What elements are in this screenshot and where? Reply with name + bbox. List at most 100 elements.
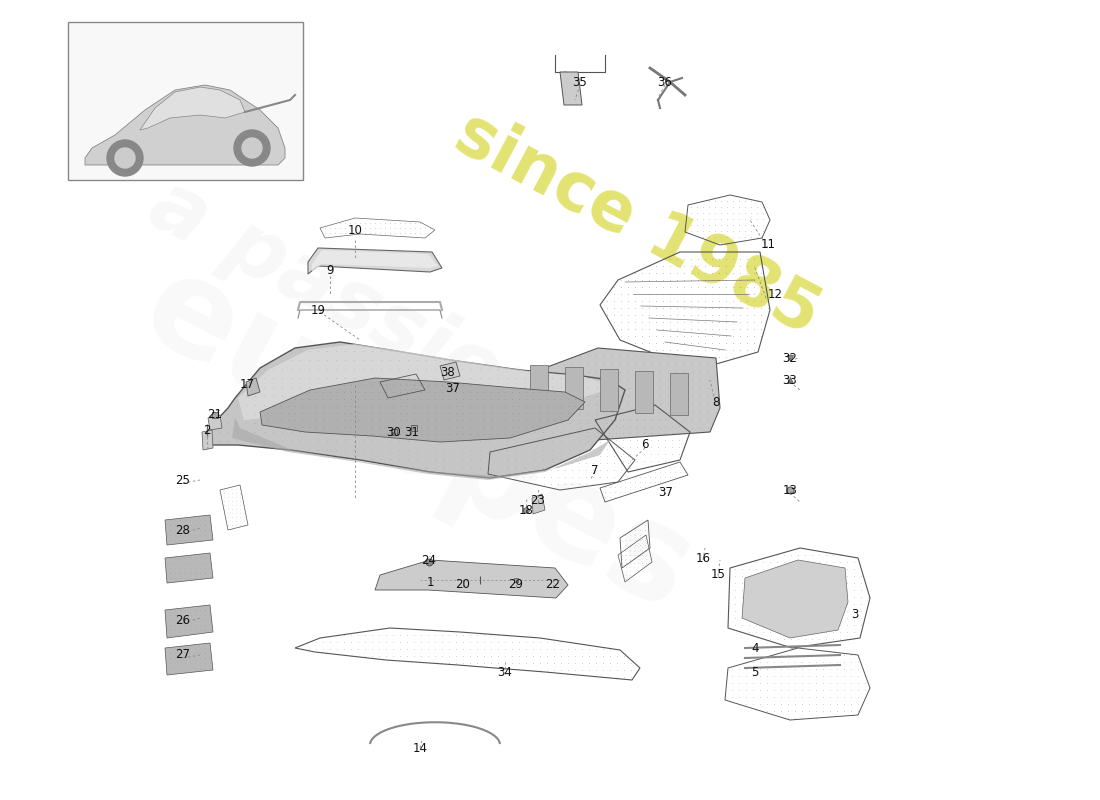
Point [525,650,542,662]
Point [635,426,652,439]
Point [671,470,689,483]
Point [717,330,735,342]
Point [349,642,366,655]
Point [626,549,644,562]
Point [182,571,199,584]
Point [570,381,587,394]
Point [626,274,644,286]
Point [186,657,204,670]
Point [832,611,849,624]
Point [689,201,706,214]
Point [426,453,443,466]
Point [613,470,630,483]
Point [561,408,579,421]
Point [354,443,372,456]
Point [803,626,821,638]
Point [283,426,300,438]
Point [162,514,179,526]
Point [591,429,608,442]
Point [345,398,363,411]
Point [469,635,486,648]
Point [538,400,556,413]
Point [800,656,817,669]
Point [613,557,630,570]
Point [448,650,465,662]
Point [828,698,846,710]
Point [675,350,693,363]
Point [196,618,213,631]
Point [751,656,769,669]
Point [292,354,309,366]
Point [531,414,549,426]
Point [471,371,488,385]
Point [636,534,653,546]
Point [670,419,688,432]
Point [354,417,372,430]
Point [356,406,374,419]
Point [779,662,796,675]
Point [612,406,629,418]
Point [356,217,374,230]
Point [363,434,381,447]
Point [856,683,873,696]
Point [703,358,720,370]
Point [176,662,194,674]
Point [405,406,422,419]
Point [845,577,862,590]
Point [668,350,685,363]
Point [619,398,637,410]
Point [382,382,399,395]
Point [543,381,561,394]
Point [503,406,520,419]
Point [703,287,720,300]
Point [402,373,419,386]
Point [761,555,779,568]
Point [701,201,718,214]
Point [475,635,493,648]
Point [706,194,724,207]
Text: 21: 21 [208,409,222,422]
Point [535,453,552,466]
Point [542,457,560,470]
Point [740,590,758,603]
Point [201,603,219,616]
Point [607,434,625,446]
Point [752,309,770,322]
Point [793,705,811,718]
Point [717,350,735,363]
Text: 35: 35 [573,75,587,89]
Point [346,217,364,230]
Point [283,371,300,385]
Point [417,362,434,375]
Point [580,426,597,438]
Point [832,549,849,562]
Point [433,406,451,419]
Point [377,635,395,648]
Point [755,618,772,631]
Point [659,374,676,386]
Point [811,626,828,638]
Point [462,443,480,456]
Point [612,414,629,426]
Point [327,381,344,394]
Point [670,434,688,446]
Point [694,213,712,226]
Point [454,635,472,648]
Point [186,624,204,637]
Point [634,541,651,554]
Point [584,450,602,462]
Point [172,657,189,670]
Point [594,670,612,683]
Point [176,514,194,526]
Point [634,330,651,342]
Point [444,381,462,394]
Point [371,635,388,648]
Point [336,393,353,406]
Point [635,358,652,370]
Point [201,614,219,626]
Point [580,422,597,434]
Point [321,414,339,426]
Point [828,662,846,675]
Point [712,225,729,238]
Point [162,614,179,626]
